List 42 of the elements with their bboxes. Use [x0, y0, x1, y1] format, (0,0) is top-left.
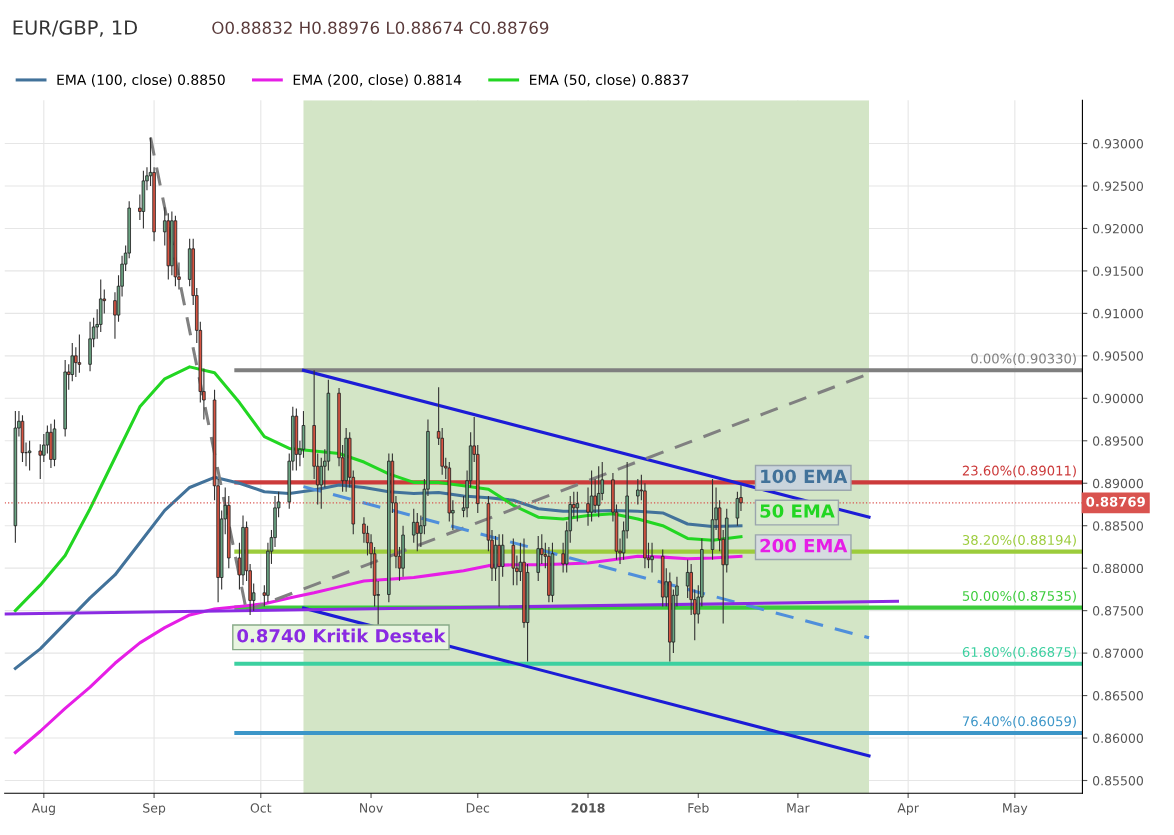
y-tick-label: 0.88500 — [1092, 521, 1144, 531]
y-tick-label: 0.86500 — [1092, 691, 1144, 701]
ref-line-label: 0.00%(0.90330) — [971, 353, 1076, 366]
chart-subtitle: O0.88832 H0.88976 L0.88674 C0.88769 — [212, 21, 549, 35]
y-tick-label: 0.93000 — [1092, 138, 1144, 149]
y-tick-label: 0.88000 — [1092, 563, 1144, 574]
legend-label: EMA (100, close) 0.8850 — [57, 74, 225, 87]
x-tick-label: Aug — [31, 803, 55, 816]
annotation: 100 EMA — [761, 469, 848, 484]
ref-line-label: 0.88769 — [1086, 496, 1145, 507]
x-tick-label: Mar — [787, 803, 810, 813]
ref-line-label: 61.80%(0.86875) — [962, 646, 1076, 659]
ref-line-label: 76.40%(0.86059) — [962, 716, 1076, 728]
y-tick-label: 0.90000 — [1092, 393, 1144, 404]
x-tick-label: Sep — [143, 803, 166, 816]
y-tick-label: 0.92500 — [1092, 181, 1144, 191]
y-tick-label: 0.87000 — [1092, 648, 1144, 659]
x-tick-label: Nov — [360, 803, 383, 813]
y-tick-label: 0.85500 — [1092, 775, 1144, 786]
ref-line-label: 50.00%(0.87535) — [962, 590, 1076, 603]
legend-label: EMA (50, close) 0.8837 — [530, 74, 689, 87]
ref-line-label: 38.20%(0.88194) — [962, 534, 1076, 547]
chart-title: EUR/GBP, 1D — [13, 20, 138, 37]
y-tick-label: 0.87500 — [1092, 606, 1144, 616]
y-tick-label: 0.89500 — [1092, 436, 1144, 446]
y-tick-label: 0.86000 — [1092, 733, 1144, 743]
x-tick-label: Feb — [688, 802, 709, 813]
y-tick-label: 0.90500 — [1092, 351, 1144, 361]
annotation: 0.8740 Kritik Destek — [237, 628, 446, 643]
y-tick-label: 0.89000 — [1092, 478, 1144, 489]
y-tick-label: 0.91500 — [1092, 266, 1144, 276]
x-tick-label: May — [1003, 803, 1028, 816]
y-tick-label: 0.91000 — [1092, 308, 1144, 319]
x-tick-label: 2018 — [571, 803, 605, 813]
y-tick-label: 0.92000 — [1092, 223, 1144, 234]
annotation: 50 EMA — [760, 504, 835, 518]
legend-label: EMA (200, close) 0.8814 — [293, 74, 462, 87]
x-tick-label: Apr — [897, 803, 919, 816]
x-tick-label: Oct — [250, 803, 272, 813]
ref-line-label: 23.60%(0.89011) — [962, 465, 1076, 478]
x-tick-label: Dec — [466, 803, 490, 813]
annotation: 200 EMA — [760, 538, 848, 553]
